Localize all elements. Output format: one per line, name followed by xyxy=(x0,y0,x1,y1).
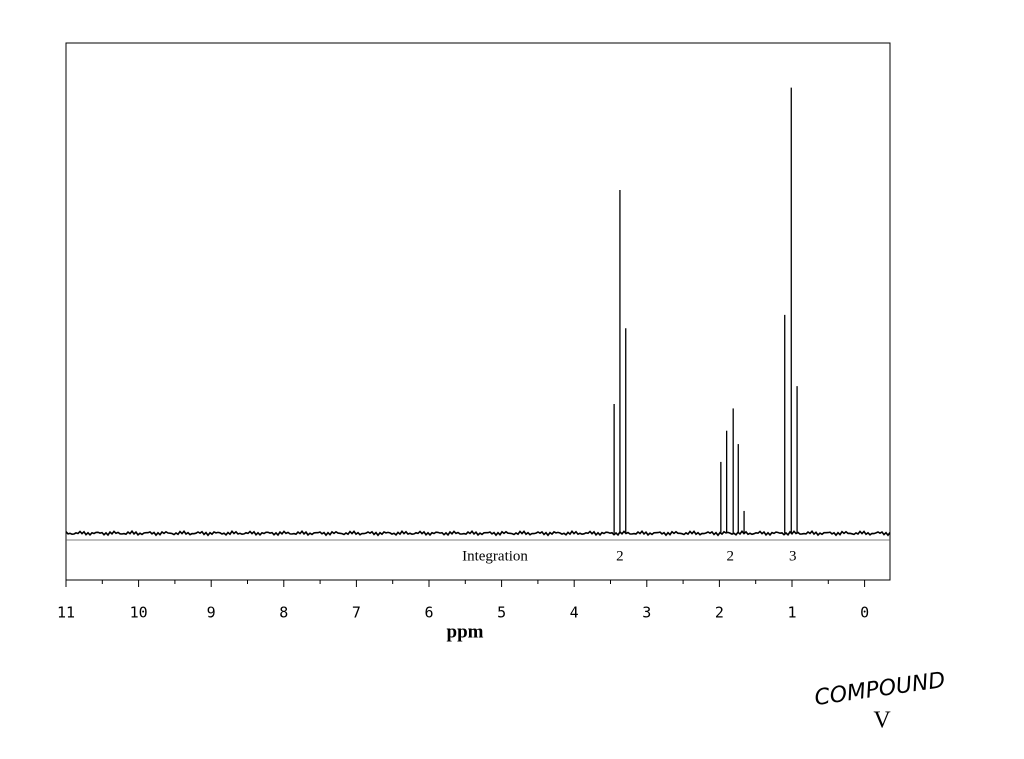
x-tick-label: 9 xyxy=(207,604,216,622)
integration-value: 2 xyxy=(616,548,624,564)
x-tick-label: 8 xyxy=(279,604,288,622)
baseline-noise xyxy=(65,529,891,537)
x-tick-label: 0 xyxy=(860,604,869,622)
x-tick-label: 10 xyxy=(130,604,148,622)
integration-label: Integration xyxy=(462,548,528,564)
x-tick-label: 3 xyxy=(642,604,651,622)
x-tick-label: 6 xyxy=(424,604,433,622)
x-tick-label: 11 xyxy=(57,604,75,622)
x-tick-label: 5 xyxy=(497,604,506,622)
annotation: V xyxy=(873,708,891,734)
annotation: COMPOUND xyxy=(813,668,947,711)
x-tick-label: 4 xyxy=(570,604,579,622)
integration-value: 2 xyxy=(727,548,735,564)
plot-frame xyxy=(65,42,891,581)
x-tick-label: 7 xyxy=(352,604,361,622)
x-tick-label: 2 xyxy=(715,604,724,622)
x-tick-label: 1 xyxy=(787,604,796,622)
x-axis-label: ppm xyxy=(447,621,484,642)
integration-value: 3 xyxy=(789,548,797,564)
